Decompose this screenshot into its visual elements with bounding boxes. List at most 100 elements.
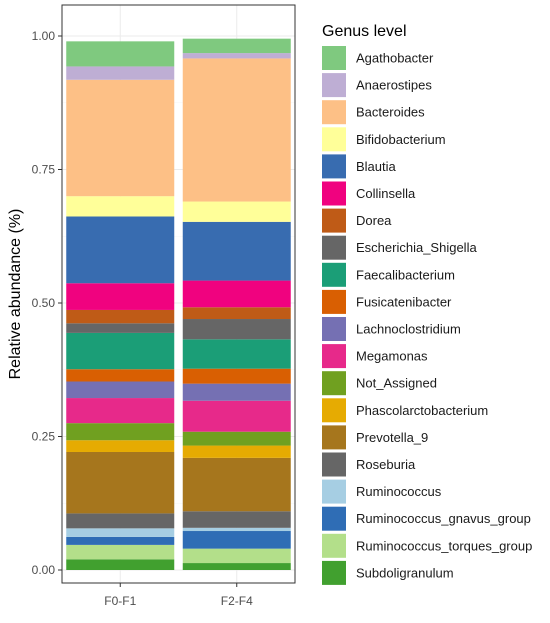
legend-item-phascolarctobacterium: Phascolarctobacterium — [322, 398, 488, 423]
legend-key — [322, 181, 346, 206]
legend-label: Fusicatenibacter — [356, 294, 452, 309]
legend-key — [322, 154, 346, 179]
bar-segment-anaerostipes — [66, 66, 175, 80]
legend-key — [322, 127, 346, 152]
legend-label: Megamonas — [356, 349, 428, 364]
legend-item-bifidobacterium: Bifidobacterium — [322, 127, 446, 152]
legend-label: Prevotella_9 — [356, 430, 428, 445]
legend-key — [322, 100, 346, 125]
bar-stack-f0-f1 — [66, 41, 175, 570]
legend-label: Agathobacter — [356, 51, 434, 66]
legend-key — [322, 289, 346, 314]
bar-segment-lachnoclostridium — [182, 383, 291, 401]
legend-key — [322, 479, 346, 504]
bar-segment-bifidobacterium — [66, 196, 175, 217]
bar-segment-roseburia — [66, 513, 175, 529]
bar-segment-bifidobacterium — [182, 201, 291, 222]
legend-item-bacteroides: Bacteroides — [322, 100, 425, 125]
bar-segment-blautia — [182, 221, 291, 281]
bar-segment-ruminococcus-gnavus-group — [182, 531, 291, 549]
bar-segment-collinsella — [182, 280, 291, 308]
y-tick-label: 0.25 — [32, 430, 56, 444]
legend-key — [322, 506, 346, 531]
legend-label: Not_Assigned — [356, 376, 437, 391]
y-tick-label: 0.00 — [32, 563, 56, 577]
legend-label: Collinsella — [356, 186, 416, 201]
legend-label: Bifidobacterium — [356, 132, 446, 147]
bar-segment-phascolarctobacterium — [182, 445, 291, 458]
legend-label: Anaerostipes — [356, 78, 432, 93]
bar-segment-subdoligranulum — [66, 559, 175, 570]
legend-item-not-assigned: Not_Assigned — [322, 371, 437, 396]
bar-segment-fusicatenibacter — [66, 369, 175, 382]
bar-segment-lachnoclostridium — [66, 381, 175, 399]
legend-label: Faecalibacterium — [356, 267, 455, 282]
bar-segment-agathobacter — [66, 41, 175, 67]
legend-label: Bacteroides — [356, 105, 425, 120]
bar-stack-f2-f4 — [182, 38, 291, 570]
bar-segment-faecalibacterium — [66, 332, 175, 370]
legend-key — [322, 73, 346, 98]
x-axis: F0-F1 F2-F4 — [104, 583, 253, 608]
legend-key — [322, 533, 346, 558]
y-tick-label: 1.00 — [32, 29, 56, 43]
bar-segment-ruminococcus-torques-group — [182, 548, 291, 564]
legend-item-blautia: Blautia — [322, 154, 397, 179]
legend-label: Blautia — [356, 159, 397, 174]
legend-items: Agathobacter Anaerostipes Bacteroides Bifid… — [322, 46, 532, 585]
bar-segment-phascolarctobacterium — [66, 440, 175, 452]
legend-item-escherichia-shigella: Escherichia_Shigella — [322, 235, 477, 260]
legend-item-dorea: Dorea — [322, 208, 392, 233]
legend-key — [322, 208, 346, 233]
legend-label: Lachnoclostridium — [356, 322, 461, 337]
bar-segment-ruminococcus — [182, 527, 291, 532]
legend-key — [322, 560, 346, 585]
bar-segment-prevotella-9 — [182, 457, 291, 512]
legend-label: Phascolarctobacterium — [356, 403, 488, 418]
legend-label: Ruminococcus — [356, 484, 442, 499]
y-tick-label: 0.50 — [32, 296, 56, 310]
legend-title: Genus level — [322, 23, 407, 40]
bar-segment-ruminococcus — [66, 528, 175, 537]
x-tick-label: F2-F4 — [221, 594, 253, 608]
bar-segment-anaerostipes — [182, 53, 291, 59]
bar-segment-escherichia-shigella — [182, 319, 291, 340]
bar-segment-escherichia-shigella — [66, 323, 175, 333]
legend-item-collinsella: Collinsella — [322, 181, 416, 206]
bar-segment-fusicatenibacter — [182, 368, 291, 384]
bar-segment-ruminococcus-torques-group — [66, 544, 175, 560]
bar-segment-roseburia — [182, 511, 291, 528]
bar-segment-subdoligranulum — [182, 563, 291, 570]
plot-panel — [61, 4, 296, 584]
legend-key — [322, 46, 346, 70]
bar-segment-megamonas — [66, 398, 175, 424]
bar-segment-blautia — [66, 216, 175, 284]
legend-label: Ruminococcus_torques_group — [356, 538, 532, 553]
bar-segment-not-assigned — [182, 431, 291, 446]
legend-item-megamonas: Megamonas — [322, 344, 428, 369]
bar-segment-agathobacter — [182, 38, 291, 54]
legend-label: Escherichia_Shigella — [356, 240, 477, 255]
bar-segment-bacteroides — [182, 58, 291, 202]
bars — [66, 38, 291, 570]
bar-segment-faecalibacterium — [182, 339, 291, 369]
legend-label: Roseburia — [356, 457, 416, 472]
legend-item-ruminococcus-torques-group: Ruminococcus_torques_group — [322, 533, 532, 558]
legend-key — [322, 317, 346, 341]
x-tick-label: F0-F1 — [104, 594, 136, 608]
bar-segment-dorea — [182, 307, 291, 320]
bar-segment-collinsella — [66, 283, 175, 310]
bar-segment-prevotella-9 — [66, 451, 175, 514]
y-axis: 0.00 0.25 0.50 0.75 1.00 — [32, 29, 62, 577]
legend-item-faecalibacterium: Faecalibacterium — [322, 262, 455, 287]
legend-key — [322, 235, 346, 260]
y-tick-label: 0.75 — [32, 163, 56, 177]
bar-segment-megamonas — [182, 400, 291, 432]
legend-item-roseburia: Roseburia — [322, 452, 416, 477]
y-axis-title: Relative abundance (%) — [7, 209, 24, 380]
legend-label: Ruminococcus_gnavus_group — [356, 511, 531, 526]
legend-key — [322, 398, 346, 423]
legend-item-subdoligranulum: Subdoligranulum — [322, 560, 454, 585]
legend-label: Dorea — [356, 213, 392, 228]
